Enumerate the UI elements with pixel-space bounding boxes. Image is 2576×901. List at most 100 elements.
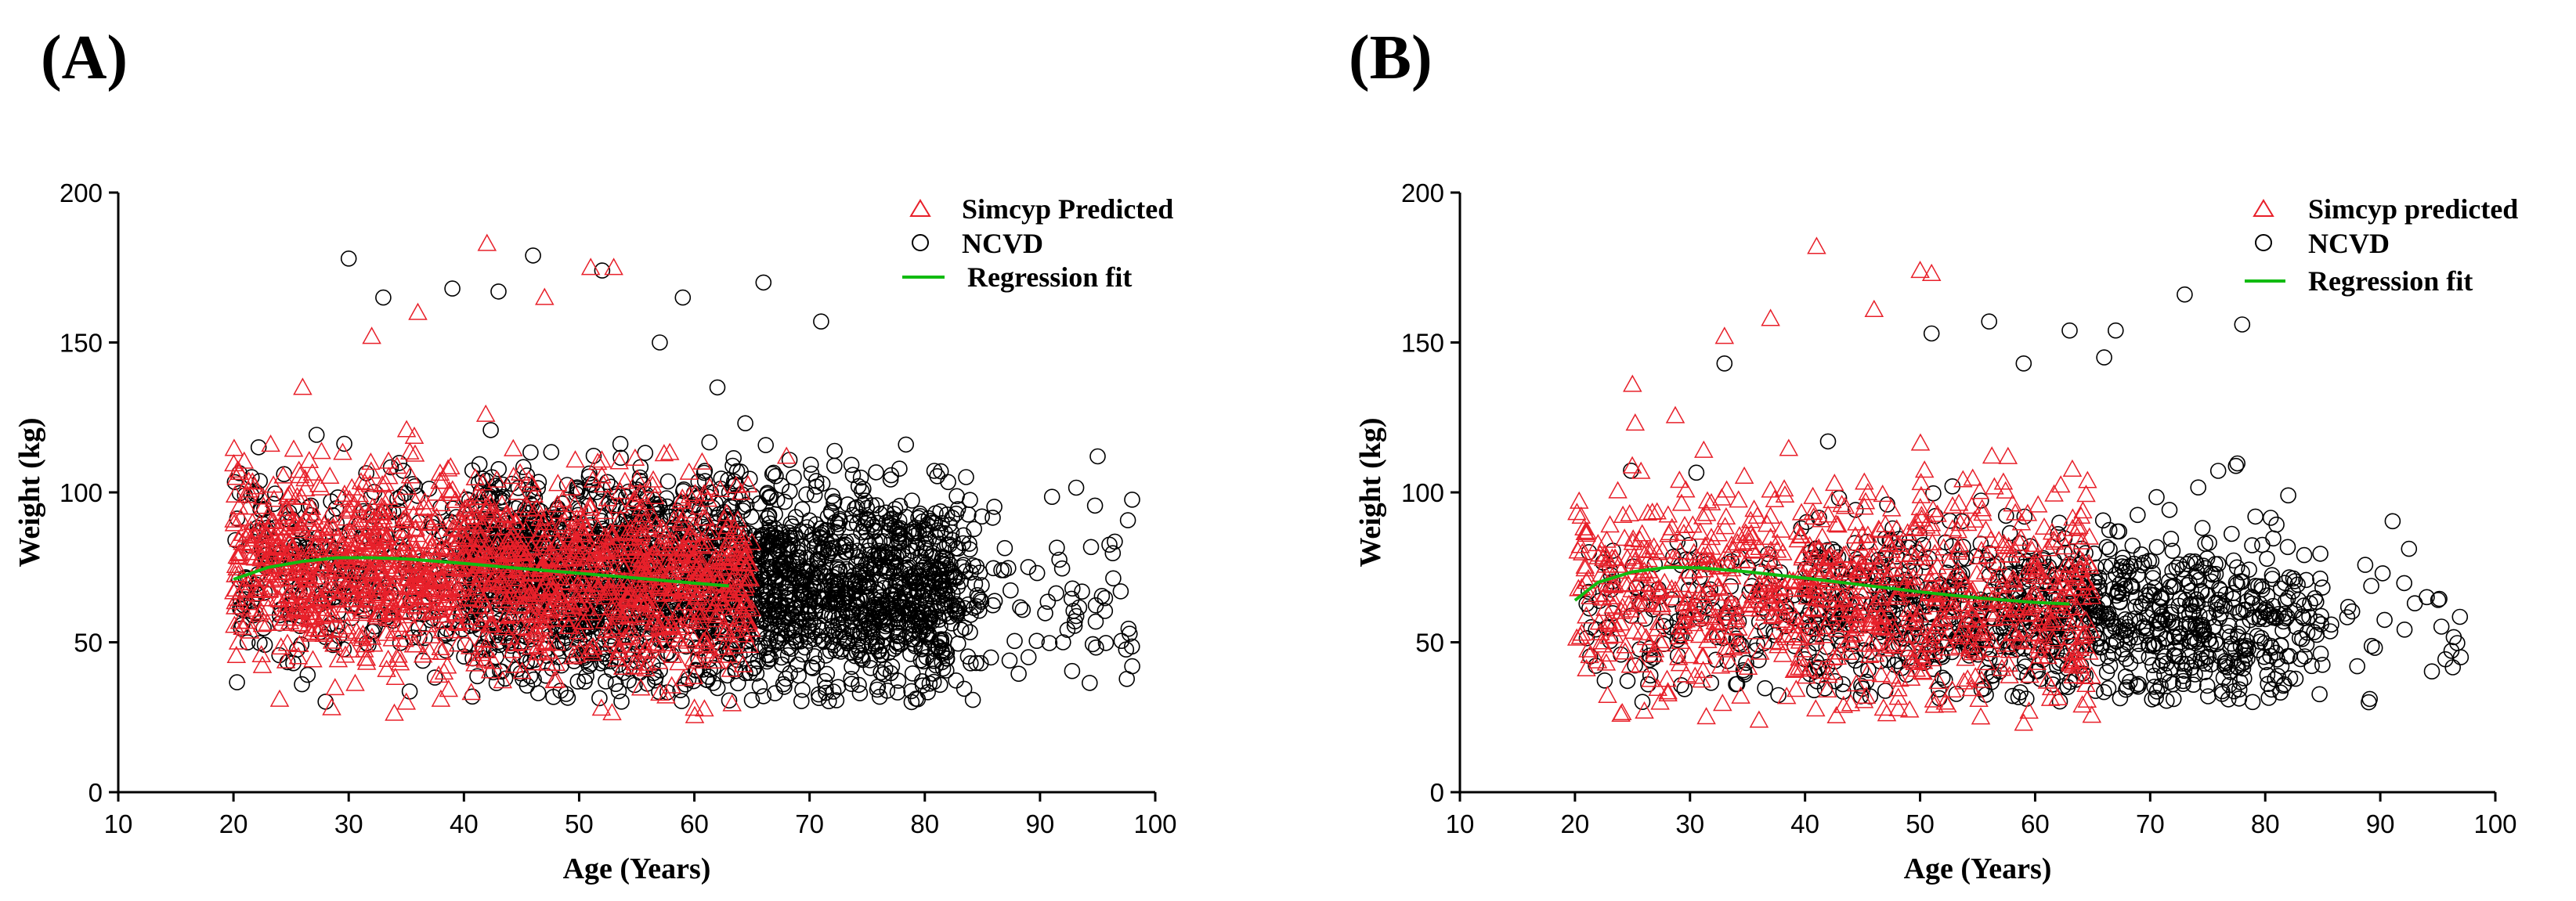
panel-a-simcyp-point <box>619 586 638 604</box>
panel-a-ncvd-point <box>847 500 863 517</box>
panel-a-simcyp-point <box>465 467 486 486</box>
panel-a-ncvd-point <box>915 587 931 604</box>
panel-a-ncvd-point <box>916 520 933 537</box>
panel-a-ncvd-point <box>925 514 941 531</box>
panel-a-simcyp-point <box>575 612 594 630</box>
panel-a-simcyp-point <box>562 478 581 496</box>
panel-a-simcyp-point <box>290 634 309 653</box>
panel-a-simcyp-point <box>273 562 292 580</box>
panel-b-ncvd-point <box>2301 608 2318 625</box>
panel-a-ncvd-point <box>700 669 717 685</box>
panel-a-x-tick-label: 100 <box>1133 809 1176 838</box>
panel-a-ncvd-point <box>545 688 562 705</box>
panel-a-ncvd-point <box>930 560 948 577</box>
panel-a-ncvd-point <box>1113 633 1130 650</box>
panel-a-ncvd-point <box>889 633 905 651</box>
panel-a-simcyp-point <box>332 604 352 622</box>
panel-a-simcyp-point <box>622 585 641 603</box>
panel-a-ncvd-point <box>1051 551 1068 568</box>
panel-a-ncvd-point <box>844 467 862 484</box>
panel-a-simcyp-point <box>282 510 302 528</box>
panel-b-ncvd-point <box>2111 523 2127 540</box>
panel-a-ncvd-point <box>827 514 844 531</box>
panel-a-simcyp-point <box>417 614 438 633</box>
panel-a-simcyp-point <box>716 549 736 567</box>
panel-a-ncvd-point <box>593 513 609 529</box>
panel-a-simcyp-point <box>721 583 740 601</box>
panel-b-ncvd-point <box>2234 564 2250 581</box>
panel-a-simcyp-point <box>520 564 540 582</box>
panel-a-ncvd-point <box>825 683 842 700</box>
panel-a-simcyp-point <box>507 539 526 557</box>
panel-a-ncvd-point <box>751 678 768 695</box>
panel-a-simcyp-point <box>633 504 652 522</box>
panel-a-ncvd-point <box>1063 590 1080 607</box>
panel-a-simcyp-point <box>612 556 632 575</box>
panel-a-simcyp-point <box>504 438 523 456</box>
panel-b-ncvd-point <box>1673 676 1689 694</box>
panel-a-simcyp-point <box>362 326 381 344</box>
panel-a-simcyp-point <box>494 590 514 608</box>
panel-a-simcyp-point <box>380 524 400 542</box>
panel-a-simcyp-point <box>438 561 458 579</box>
panel-a-simcyp-point <box>241 520 261 538</box>
panel-a-simcyp-point <box>229 462 250 480</box>
panel-a-simcyp-point <box>714 592 733 610</box>
panel-b-ncvd-point <box>2021 538 2039 555</box>
panel-a-ncvd-point <box>888 524 905 540</box>
panel-a-simcyp-point <box>400 441 420 460</box>
panel-a-simcyp-point <box>334 535 354 553</box>
panel-a-simcyp-point <box>428 586 448 604</box>
panel-a-ncvd-point <box>810 627 826 644</box>
panel-a-legend-item-1: Simcyp Predicted <box>962 193 1173 225</box>
panel-a-ncvd-point <box>938 536 956 553</box>
panel-b-ncvd-point <box>1974 594 1992 611</box>
panel-a-ncvd-point <box>1089 448 1106 465</box>
panel-a-simcyp-point <box>530 524 551 542</box>
panel-a-ncvd-point <box>410 620 427 637</box>
panel-a-ncvd-point <box>721 692 738 709</box>
panel-a-ncvd-point <box>826 457 843 474</box>
panel-a-simcyp-point <box>394 539 414 557</box>
panel-a-ncvd-point <box>947 603 964 619</box>
panel-a-simcyp-point <box>234 451 255 469</box>
panel-a-simcyp-point <box>361 452 381 470</box>
panel-a-ncvd-point <box>798 486 815 503</box>
panel-a-ncvd-point <box>719 667 736 684</box>
panel-a-simcyp-point <box>468 484 487 502</box>
panel-a-simcyp-point <box>547 495 567 513</box>
panel-a-ncvd-point <box>891 526 908 543</box>
panel-a-ncvd-point <box>765 464 782 481</box>
panel-b-ncvd-point <box>2189 595 2206 611</box>
panel-a-ncvd-point <box>940 474 956 491</box>
panel-a-simcyp-point <box>603 619 623 637</box>
panel-a-simcyp-point <box>224 510 244 528</box>
panel-a-simcyp-point <box>739 568 758 586</box>
panel-a-ncvd-point <box>844 575 862 591</box>
panel-a-simcyp-point <box>714 637 733 655</box>
panel-a-ncvd-point <box>826 609 843 626</box>
panel-a-simcyp-point <box>367 575 388 593</box>
panel-a-ncvd-point <box>790 667 807 684</box>
panel-a-simcyp-point <box>231 508 251 526</box>
panel-a-simcyp-point <box>446 490 465 508</box>
panel-a-simcyp-point <box>262 511 282 529</box>
panel-a-simcyp-point <box>251 602 271 620</box>
panel-a-ncvd-point <box>1010 665 1027 683</box>
panel-a-ncvd-point <box>806 630 823 647</box>
panel-a-ncvd-point <box>806 486 823 503</box>
panel-a-simcyp-point <box>592 450 612 468</box>
panel-a-ncvd-point <box>543 444 560 460</box>
panel-a-simcyp-point <box>560 521 580 539</box>
panel-a-ncvd-point <box>914 672 930 690</box>
panel-a-ncvd-point <box>985 510 1001 526</box>
panel-a-simcyp-point <box>685 698 704 716</box>
panel-a-ncvd-point <box>308 427 325 443</box>
panel-a-ncvd-point <box>898 436 914 453</box>
panel-b-ncvd-point <box>2148 488 2165 506</box>
panel-a-ncvd-point <box>844 543 861 560</box>
panel-a-simcyp-point <box>260 579 280 597</box>
panel-a-simcyp-point <box>716 538 736 556</box>
panel-a-simcyp-point <box>589 580 609 598</box>
